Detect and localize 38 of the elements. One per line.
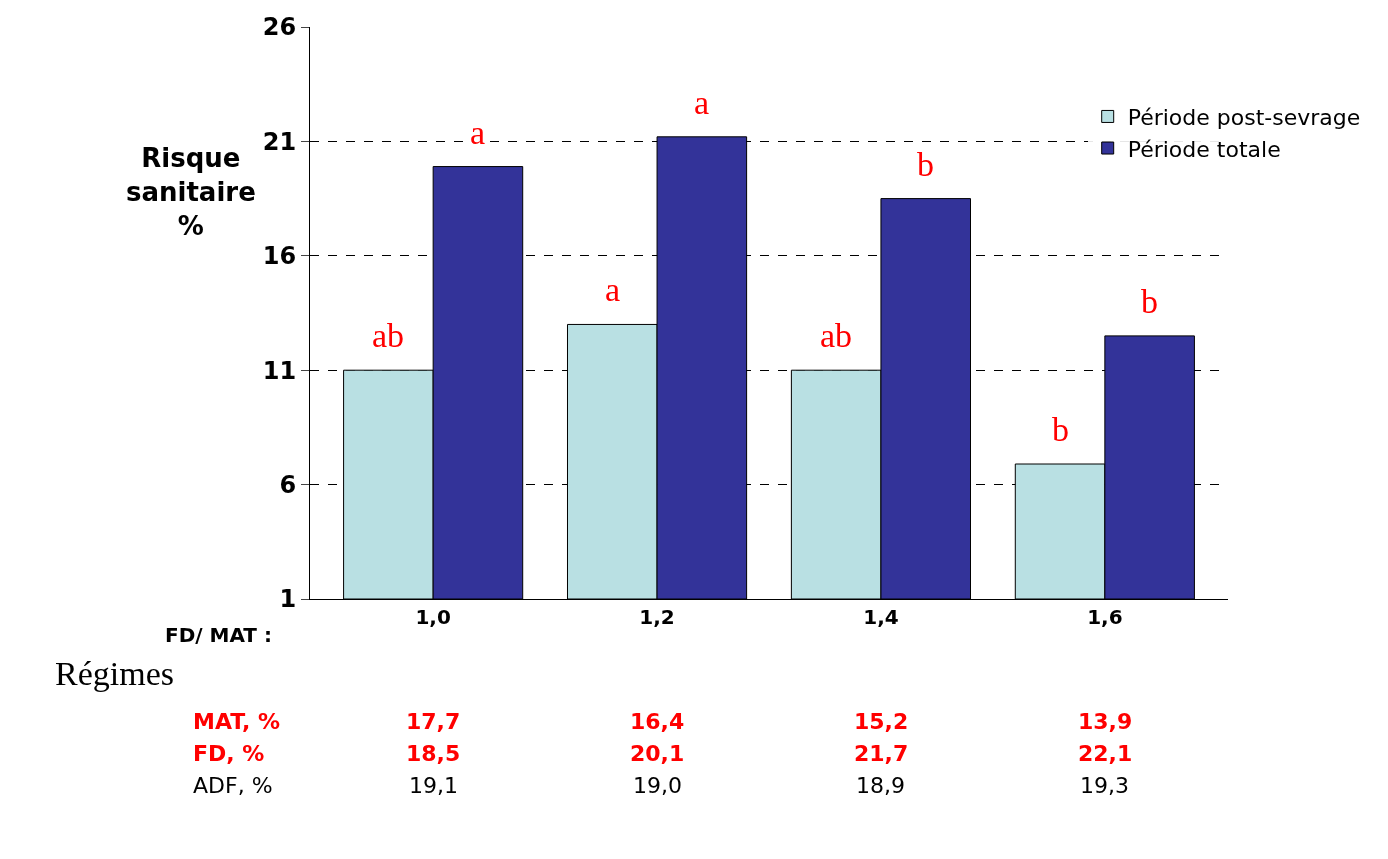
text: 16,4 <box>630 709 685 734</box>
text: Régimes <box>55 655 174 692</box>
legend-label: Période totale <box>1127 136 1281 162</box>
y-tick-label: 6 <box>279 471 297 499</box>
x-tick-label: 1,2 <box>639 605 675 629</box>
text: 13,9 <box>1078 709 1133 734</box>
x-axis-title: FD/ MAT : <box>165 623 272 647</box>
y-tick-label: 26 <box>262 13 297 42</box>
text: 19,1 <box>409 773 458 798</box>
y-axis-title: Risque sanitaire % <box>126 143 256 241</box>
text: 19,3 <box>1080 773 1129 798</box>
text: MAT, % <box>193 709 281 734</box>
text: 19,0 <box>633 773 682 798</box>
text: FD, % <box>193 741 265 766</box>
annotation: a <box>605 271 621 308</box>
annotation: b <box>1052 411 1069 448</box>
text: ADF, % <box>193 773 273 798</box>
y-tick-label: 21 <box>262 127 297 156</box>
annotation: a <box>694 84 710 121</box>
y-tick-label: 1 <box>279 585 297 614</box>
x-tick-label: 1,0 <box>415 605 451 629</box>
annotation: b <box>1141 283 1158 320</box>
legend-label: Période post-sevrage <box>1127 105 1361 131</box>
text: 18,5 <box>406 741 461 766</box>
y-tick-label: 11 <box>262 356 297 385</box>
text: 21,7 <box>854 741 909 766</box>
annotation: ab <box>372 317 405 354</box>
x-tick-label: 1,4 <box>863 605 899 629</box>
annotation: a <box>470 114 486 151</box>
x-tick-label: 1,6 <box>1087 605 1123 629</box>
y-tick-label: 16 <box>262 242 297 271</box>
text: 22,1 <box>1078 741 1133 766</box>
text: 20,1 <box>630 741 685 766</box>
text: 15,2 <box>854 709 909 734</box>
annotation: ab <box>820 317 853 354</box>
text: 18,9 <box>856 773 905 798</box>
annotation: b <box>917 146 934 183</box>
text: 17,7 <box>406 709 461 734</box>
